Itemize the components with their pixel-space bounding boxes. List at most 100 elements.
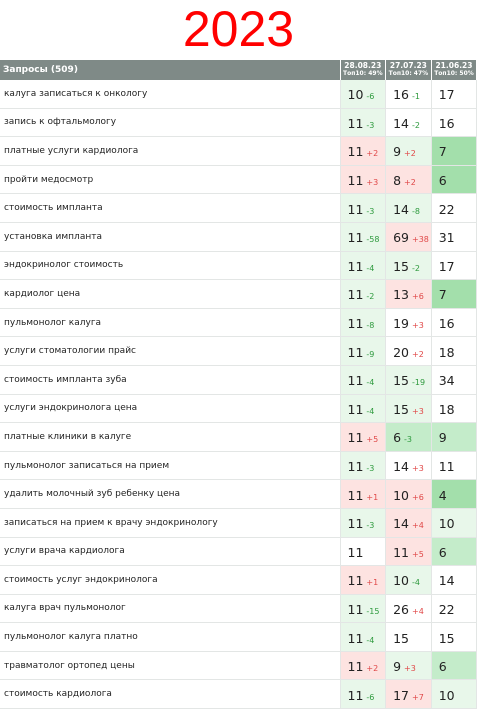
position-change: -4	[366, 263, 375, 273]
position-value: 10	[393, 487, 409, 503]
position-change: +2	[404, 149, 416, 159]
query-cell[interactable]: платные клиники в калуге	[0, 422, 341, 452]
position-change: -2	[412, 120, 420, 130]
position-cell: 11 -3	[340, 508, 387, 538]
position-value: 11	[347, 601, 364, 617]
date-column-header[interactable]: 27.07.23 Топ10: 47%	[385, 60, 432, 80]
position-cell: 14 +4	[385, 508, 432, 538]
position-cell: 11 -6	[340, 679, 387, 710]
position-cell: 11 +3	[340, 165, 387, 195]
position-value: 7	[438, 144, 447, 160]
column-date: 28.08.23	[344, 61, 382, 70]
table-row: калуга врач пульмонолог 11 -15 26 +4 22	[0, 594, 477, 624]
position-change: -1	[412, 92, 420, 102]
position-value: 10	[438, 687, 455, 703]
position-cell: 17 +7	[385, 679, 432, 710]
position-change: +2	[412, 349, 424, 359]
query-cell[interactable]: травматолог ортопед цены	[0, 651, 341, 681]
position-cell: 15	[431, 622, 477, 652]
position-change: +7	[412, 692, 424, 702]
position-value: 34	[438, 373, 455, 389]
position-value: 11	[347, 373, 364, 389]
position-cell: 6	[431, 651, 477, 681]
query-cell[interactable]: запись к офтальмологу	[0, 108, 341, 138]
position-value: 18	[438, 401, 455, 417]
position-change: -58	[366, 235, 380, 245]
position-cell: 11 +5	[385, 537, 432, 567]
position-value: 16	[438, 115, 455, 131]
position-cell: 15	[385, 622, 432, 652]
table-row: платные клиники в калуге 11 +5 6 -3 9	[0, 422, 477, 452]
query-cell[interactable]: калуга врач пульмонолог	[0, 594, 341, 624]
position-change: -3	[404, 435, 413, 445]
position-value: 6	[438, 173, 447, 189]
query-cell[interactable]: пройти медосмотр	[0, 165, 341, 195]
position-value: 11	[438, 459, 455, 475]
query-cell[interactable]: установка импланта	[0, 222, 341, 252]
query-cell[interactable]: удалить молочный зуб ребенку цена	[0, 479, 341, 509]
position-value: 11	[347, 115, 364, 131]
position-cell: 9	[431, 422, 477, 452]
position-value: 15	[393, 630, 409, 646]
date-column-header[interactable]: 21.06.23 Топ10: 50%	[431, 60, 477, 80]
query-cell[interactable]: стоимость импланта зуба	[0, 365, 341, 395]
position-change: +4	[412, 521, 424, 531]
position-value: 13	[393, 287, 409, 303]
query-cell[interactable]: стоимость услуг эндокринолога	[0, 565, 341, 595]
table-row: платные услуги кардиолога 11 +2 9 +2 7	[0, 136, 477, 166]
query-cell[interactable]: пульмонолог калуга	[0, 308, 341, 338]
position-value: 11	[393, 544, 409, 560]
position-cell: 14	[431, 565, 477, 595]
table-row: услуги стоматологии прайс 11 -9 20 +2 18	[0, 336, 477, 366]
position-value: 17	[438, 87, 455, 103]
position-value: 10	[347, 87, 364, 103]
position-cell: 10 +6	[385, 479, 432, 509]
position-cell: 10	[431, 679, 477, 710]
position-cell: 11 +5	[340, 422, 387, 452]
position-cell: 11 -3	[340, 451, 387, 481]
date-column-header[interactable]: 28.08.23 Топ10: 49%	[340, 60, 387, 80]
query-cell[interactable]: кардиолог цена	[0, 279, 341, 309]
query-cell[interactable]: услуги стоматологии прайс	[0, 336, 341, 366]
position-value: 11	[347, 258, 364, 274]
table-row: услуги врача кардиолога 11 11 +5 6	[0, 537, 477, 567]
table-row: стоимость импланта зуба 11 -4 15 -19 34	[0, 365, 477, 395]
column-date: 21.06.23	[435, 61, 473, 70]
position-value: 11	[347, 344, 364, 360]
position-value: 14	[393, 459, 409, 475]
table-row: стоимость услуг эндокринолога 11 +1 10 -4 14	[0, 565, 477, 595]
query-cell[interactable]: пульмонолог записаться на прием	[0, 451, 341, 481]
position-change: -6	[366, 92, 375, 102]
query-cell[interactable]: услуги врача кардиолога	[0, 537, 341, 567]
year-title: 2023	[182, 1, 295, 57]
query-cell[interactable]: стоимость кардиолога	[0, 679, 341, 710]
position-value: 69	[393, 230, 409, 246]
position-value: 8	[393, 173, 402, 189]
position-cell: 15 +3	[385, 394, 432, 424]
position-cell: 11 -58	[340, 222, 387, 252]
position-value: 16	[393, 87, 409, 103]
position-cell: 6 -3	[385, 422, 432, 452]
position-value: 11	[347, 144, 364, 160]
query-cell[interactable]: калуга записаться к онкологу	[0, 80, 341, 109]
query-cell[interactable]: записаться на прием к врачу эндокринолог…	[0, 508, 341, 538]
query-cell[interactable]: пульмонолог калуга платно	[0, 622, 341, 652]
table-row: травматолог ортопед цены 11 +2 9 +3 6	[0, 651, 477, 681]
position-value: 11	[347, 459, 364, 475]
position-value: 15	[438, 630, 455, 646]
query-cell[interactable]: стоимость импланта	[0, 193, 341, 223]
query-cell[interactable]: платные услуги кардиолога	[0, 136, 341, 166]
position-cell: 10 -4	[385, 565, 432, 595]
position-change: -6	[366, 692, 375, 702]
position-cell: 16	[431, 308, 477, 338]
position-cell: 11 -2	[340, 279, 387, 309]
position-cell: 16	[431, 108, 477, 138]
query-column-header[interactable]: Запросы (509)	[0, 60, 341, 80]
position-cell: 17	[431, 80, 477, 109]
position-cell: 11	[340, 537, 387, 567]
position-change: -2	[412, 263, 420, 273]
position-cell: 15 -19	[385, 365, 432, 395]
position-change: +38	[412, 235, 429, 245]
query-cell[interactable]: эндокринолог стоимость	[0, 251, 341, 281]
query-cell[interactable]: услуги эндокринолога цена	[0, 394, 341, 424]
